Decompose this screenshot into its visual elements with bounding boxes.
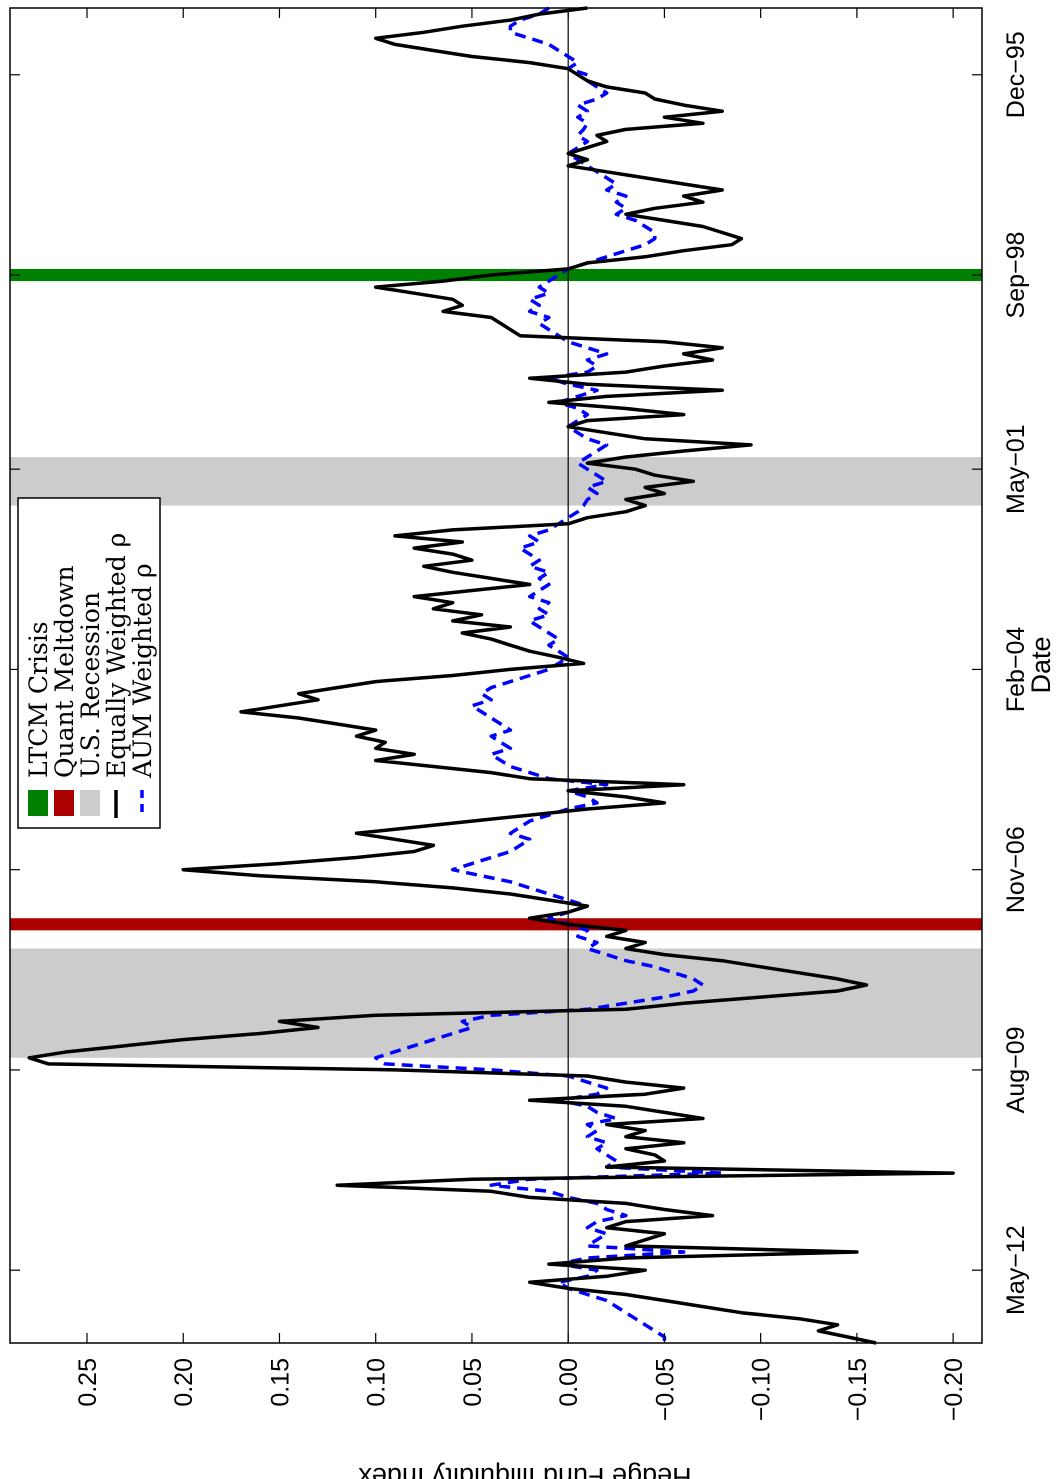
x-tick-label: May−12 xyxy=(1002,1225,1030,1315)
x-axis-ticks: Dec−95 Sep−98 May−01 Feb−04 Nov−06 Aug−09 May−… xyxy=(10,31,1030,1315)
y-tick-label: 0.10 xyxy=(363,1358,391,1407)
y-axis-ticks: 0.25 0.20 0.15 0.10 0.05 0.00 −0.05 −0.10 −0.15 −… xyxy=(74,8,968,1421)
y-tick-label: 0.20 xyxy=(170,1358,198,1407)
y-tick-label: 0.25 xyxy=(74,1358,102,1407)
region-u-s-recession xyxy=(10,457,982,506)
legend-swatch-quant-meltdown xyxy=(54,790,74,816)
legend-label-u-s-recession: U.S. Recession xyxy=(76,592,105,778)
x-axis-label: Date xyxy=(1026,636,1056,693)
legend-box xyxy=(17,497,161,829)
x-tick-label: May−01 xyxy=(1002,424,1030,514)
legend-label-equally-weighted: Equally Weighted ρ xyxy=(102,533,131,778)
y-tick-label: −0.15 xyxy=(844,1358,872,1421)
series-line-aum-weighted xyxy=(373,6,724,1343)
y-tick-label: −0.20 xyxy=(940,1358,968,1421)
axes-frame xyxy=(9,7,983,1344)
y-tick-label: 0.05 xyxy=(459,1358,487,1407)
series-layer xyxy=(27,6,955,1345)
x-tick-label: Nov−06 xyxy=(1002,826,1030,913)
y-tick-label: 0.00 xyxy=(555,1358,583,1407)
legend-label-quant-meltdown: Quant Meltdown xyxy=(50,565,79,778)
legend-swatch-u-s-recession xyxy=(80,790,100,816)
y-tick-label: 0.15 xyxy=(267,1358,295,1407)
x-tick-label: Aug−09 xyxy=(1002,1026,1030,1113)
x-tick-label: Sep−98 xyxy=(1002,232,1030,319)
y-tick-label: −0.05 xyxy=(651,1358,679,1421)
legend-swatch-ltcm-crisis xyxy=(28,790,48,816)
y-axis-label: Hedge Fund Illiquidity Index xyxy=(358,1462,692,1479)
plot-area: Dec−95 Sep−98 May−01 Feb−04 Nov−06 Aug−09 May−… xyxy=(9,6,1030,1421)
region-quant-meltdown xyxy=(10,918,982,931)
y-tick-label: −0.10 xyxy=(748,1358,776,1421)
x-tick-label: Feb−04 xyxy=(1002,627,1030,713)
shaded-regions xyxy=(10,268,982,1058)
legend-label-aum-weighted: AUM Weighted ρ xyxy=(128,563,157,779)
legend-label-ltcm-crisis: LTCM Crisis xyxy=(24,621,53,778)
series-line-equally-weighted xyxy=(27,6,955,1345)
x-tick-label: Dec−95 xyxy=(1002,31,1030,118)
